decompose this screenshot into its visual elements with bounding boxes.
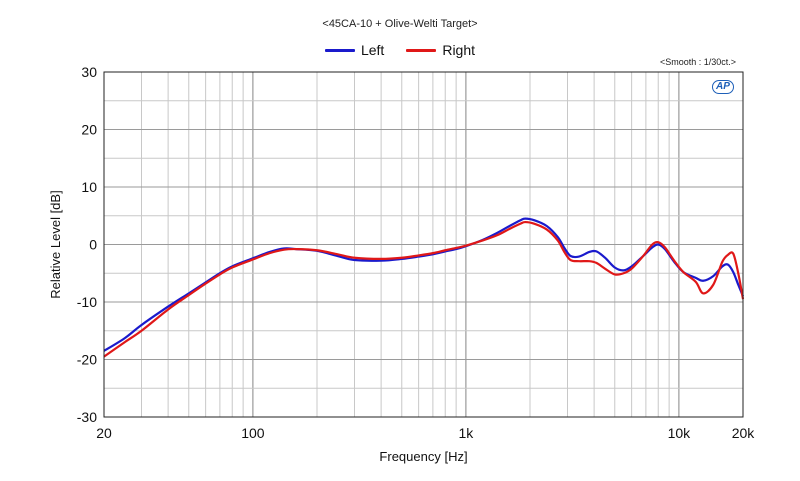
legend-swatch-right <box>406 48 437 52</box>
plot-frame <box>103 71 744 418</box>
ap-logo: AP <box>712 80 734 94</box>
y-tick-label: -10 <box>77 294 97 310</box>
legend-swatch-left <box>324 48 355 52</box>
legend-item-left: Left <box>324 42 385 58</box>
series-line-right <box>103 220 745 358</box>
y-axis-label: Relative Level [dB] <box>48 190 63 298</box>
grid <box>104 72 743 417</box>
x-tick-label: 20 <box>96 425 112 441</box>
legend-item-right: Right <box>406 42 475 58</box>
x-axis-label: Frequency [Hz] <box>379 449 467 464</box>
y-tick-label: 30 <box>81 64 97 80</box>
y-tick-label: -30 <box>77 409 97 425</box>
x-tick-label: 10k <box>668 425 692 441</box>
legend-label-left: Left <box>360 42 385 58</box>
y-tick-label: -20 <box>77 352 97 368</box>
legend-label-right: Right <box>442 42 476 58</box>
y-tick-label: 0 <box>89 237 97 253</box>
x-tick-label: 1k <box>458 425 474 441</box>
y-tick-label: 20 <box>81 122 97 138</box>
series-layer <box>103 217 745 358</box>
smoothing-annotation: <Smooth : 1/30ct.> <box>659 57 736 67</box>
x-tick-label: 20k <box>732 425 756 441</box>
chart-title: <45CA-10 + Olive-Welti Target> <box>322 18 478 30</box>
y-tick-label: 10 <box>81 179 97 195</box>
x-tick-label: 100 <box>241 425 265 441</box>
chart-legend: Left Right <box>0 42 800 58</box>
